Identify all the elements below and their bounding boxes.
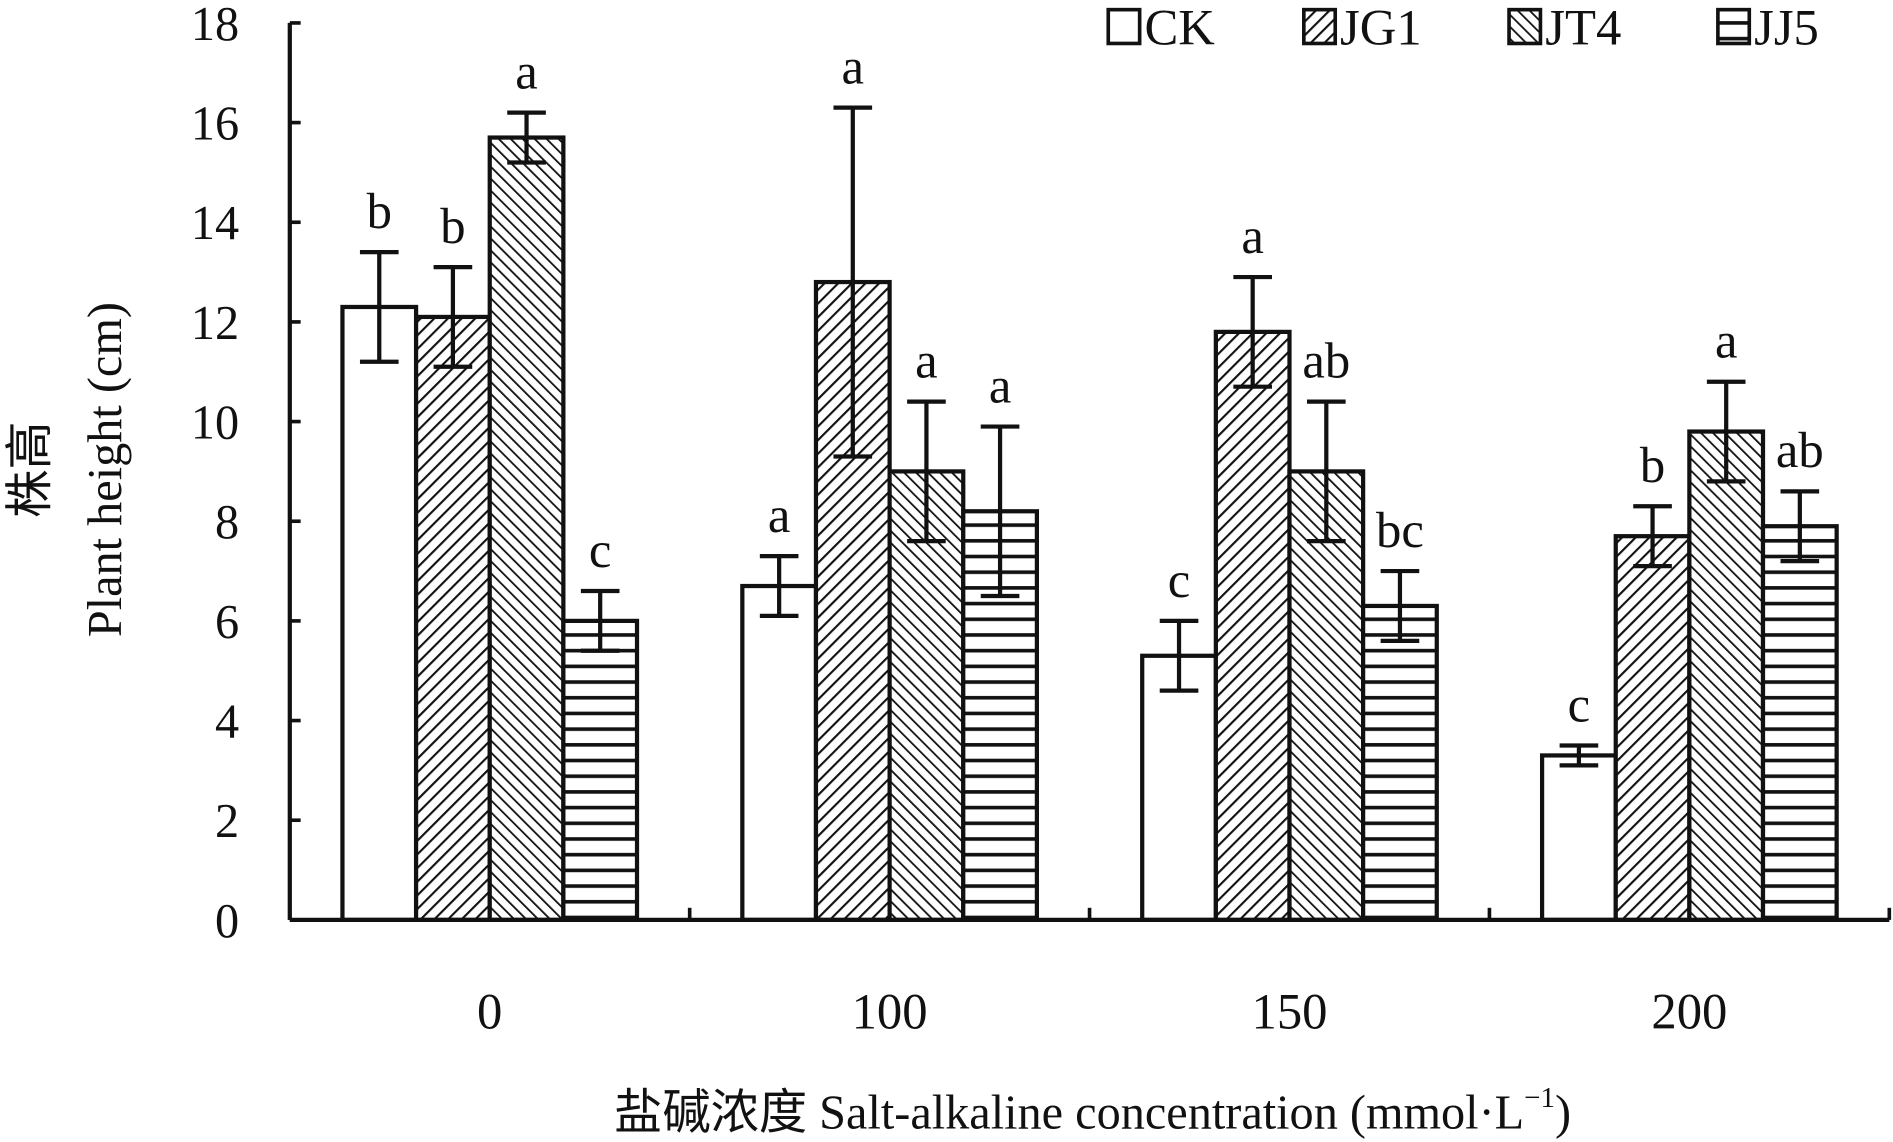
y-tick-label: 12 — [191, 297, 239, 350]
bar — [1213, 329, 1292, 922]
y-tick-label: 16 — [191, 97, 239, 150]
bar — [561, 618, 640, 922]
significance-letter: a — [1715, 313, 1737, 369]
bar — [1687, 429, 1766, 922]
significance-letter: a — [989, 357, 1012, 413]
x-tick-label: 200 — [1651, 984, 1727, 1040]
bar — [1539, 753, 1618, 922]
significance-letter: ab — [1776, 422, 1824, 478]
y-tick-label: 6 — [215, 596, 239, 649]
bar — [1760, 524, 1839, 922]
bar — [1140, 653, 1218, 922]
significance-letter: a — [1241, 208, 1263, 264]
x-axis-title-main: 盐碱浓度 Salt-alkaline concentration (mmol·L — [614, 1087, 1524, 1140]
significance-letter: a — [842, 39, 865, 95]
y-tick-label: 10 — [191, 396, 239, 449]
significance-letter: b — [367, 183, 392, 239]
significance-letter: bc — [1376, 502, 1424, 558]
bar — [413, 314, 492, 922]
bar — [487, 135, 566, 922]
x-axis-title-sup: −1 — [1524, 1082, 1555, 1114]
significance-letter: c — [589, 522, 612, 578]
significance-letter: b — [440, 198, 465, 254]
bar — [740, 583, 819, 922]
legend-swatch — [1106, 7, 1142, 46]
y-tick-label: 14 — [191, 197, 239, 250]
legend-label: JT4 — [1545, 0, 1621, 56]
x-axis-title: 盐碱浓度 Salt-alkaline concentration (mmol·L… — [614, 1082, 1571, 1140]
bar — [1287, 469, 1366, 922]
bar — [340, 304, 419, 922]
bar — [1361, 603, 1439, 922]
significance-letter: a — [515, 43, 538, 99]
y-tick-label: 18 — [191, 0, 239, 51]
significance-letter: ab — [1302, 333, 1350, 389]
significance-letter: c — [1568, 676, 1591, 732]
x-tick-label: 150 — [1251, 984, 1327, 1040]
legend-label: JJ5 — [1754, 0, 1819, 56]
x-tick-label: 0 — [477, 984, 502, 1040]
significance-letter: b — [1640, 437, 1665, 493]
legend-label: JG1 — [1340, 0, 1422, 56]
y-axis-title: Plant height (cm) — [79, 302, 132, 637]
legend-swatch — [1507, 7, 1543, 46]
significance-letter: c — [1168, 552, 1191, 608]
significance-letter: a — [915, 333, 938, 389]
y-axis-title: 株高 — [4, 421, 57, 518]
y-tick-label: 0 — [215, 895, 239, 948]
x-axis-title-end: ) — [1555, 1087, 1571, 1140]
legend-swatch — [1716, 7, 1752, 46]
x-tick-label: 100 — [852, 984, 928, 1040]
y-tick-label: 8 — [215, 496, 239, 549]
bar — [1613, 534, 1692, 922]
significance-letter: a — [768, 487, 791, 543]
y-tick-label: 4 — [215, 695, 239, 748]
y-tick-label: 2 — [215, 795, 239, 848]
legend-label: CK — [1144, 0, 1215, 56]
legend-swatch — [1302, 7, 1338, 46]
